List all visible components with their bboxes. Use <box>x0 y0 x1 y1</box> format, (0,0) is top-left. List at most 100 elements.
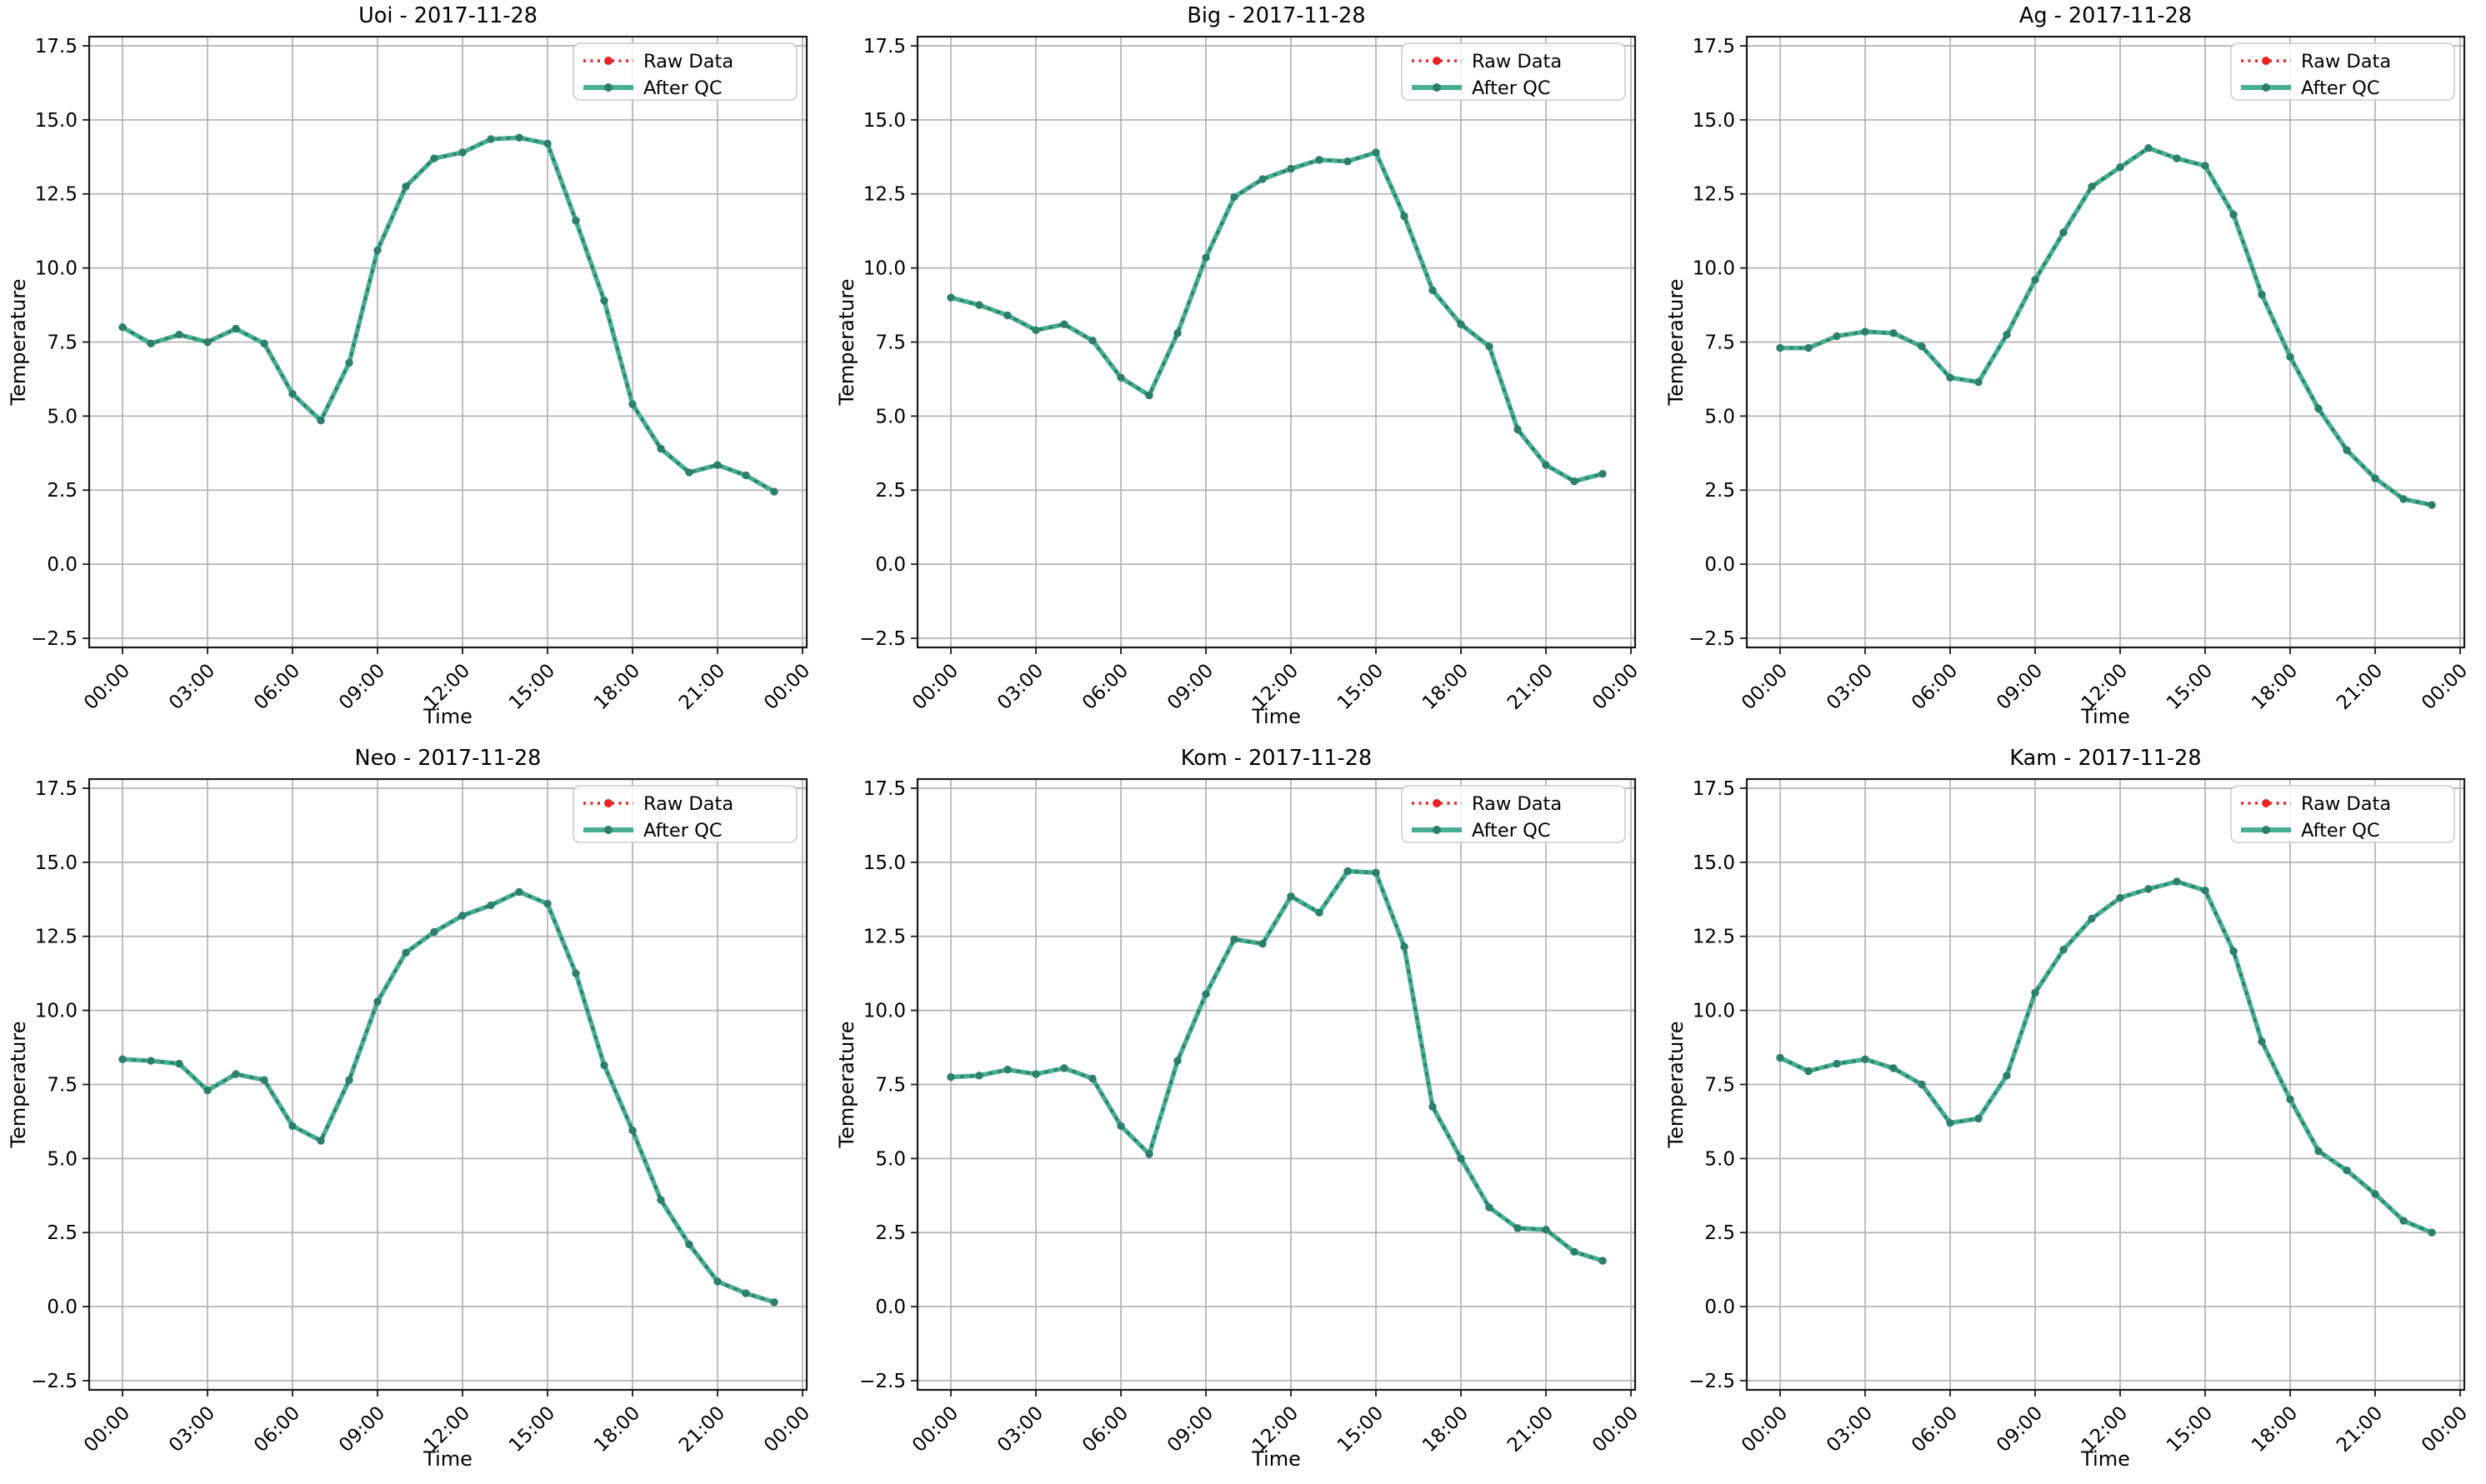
svg-text:−2.5: −2.5 <box>860 628 907 650</box>
svg-text:7.5: 7.5 <box>1704 332 1735 353</box>
after-qc-markers <box>118 887 778 1306</box>
tick-marks <box>82 45 803 654</box>
svg-text:Raw Data: Raw Data <box>643 793 733 815</box>
svg-text:2.5: 2.5 <box>876 1222 907 1244</box>
svg-text:10.0: 10.0 <box>1692 1000 1734 1022</box>
svg-text:15.0: 15.0 <box>35 852 78 873</box>
svg-text:−2.5: −2.5 <box>1688 628 1735 650</box>
legend-item-raw-data: Raw Data <box>1412 51 1562 72</box>
legend-item-raw-data: Raw Data <box>583 51 733 72</box>
legend-item-after-qc: After QC <box>2240 77 2380 99</box>
tick-marks <box>911 787 1633 1397</box>
legend: Raw Data After QC <box>2229 42 2455 101</box>
y-axis-label: Temperature <box>7 1021 30 1148</box>
svg-text:17.5: 17.5 <box>35 36 78 57</box>
chart-ag: 17.515.012.510.07.55.02.50.0−2.500:00 03:… <box>1657 0 2486 742</box>
after-qc-marker-icon <box>1433 83 1442 92</box>
chart-uoi: 17.515.012.510.07.55.02.50.0−2.500:00 03:… <box>0 0 829 742</box>
svg-text:10.0: 10.0 <box>35 258 78 280</box>
legend: Raw Data After QC <box>1401 42 1627 101</box>
after-qc-dotted-overlay <box>1778 879 2433 1234</box>
svg-text:After QC: After QC <box>643 820 723 842</box>
legend-item-raw-data: Raw Data <box>2240 51 2391 72</box>
svg-text:17.5: 17.5 <box>863 778 906 800</box>
legend-item-after-qc: After QC <box>1412 77 1551 99</box>
svg-text:After QC: After QC <box>2301 820 2380 842</box>
svg-text:7.5: 7.5 <box>47 332 78 353</box>
tick-marks <box>82 787 803 1397</box>
svg-text:10.0: 10.0 <box>863 1000 906 1022</box>
svg-text:15.0: 15.0 <box>35 110 78 132</box>
svg-text:After QC: After QC <box>2301 77 2380 99</box>
y-tick-labels: 17.5 15.0 12.5 10.0 7.5 5.0 2.5 0.0 −2.5 <box>860 778 907 1392</box>
legend-item-after-qc: After QC <box>2240 820 2380 842</box>
y-axis-label: Temperature <box>835 1021 858 1148</box>
after-qc-markers <box>1775 143 2436 509</box>
after-qc-markers <box>947 148 1608 486</box>
svg-text:2.5: 2.5 <box>47 480 78 502</box>
svg-text:7.5: 7.5 <box>876 1074 907 1096</box>
svg-text:0.0: 0.0 <box>1704 554 1735 576</box>
chart-big: 17.515.012.510.07.55.02.50.0−2.500:00 03:… <box>828 0 1658 742</box>
x-axis-label: Time <box>423 1447 473 1471</box>
raw-data-marker-icon <box>1433 798 1442 807</box>
svg-text:15.0: 15.0 <box>863 852 906 873</box>
svg-text:15.0: 15.0 <box>1692 110 1734 132</box>
after-qc-marker-icon <box>603 825 613 834</box>
subplot-big: 17.5 15.0 12.5 10.0 7.5 5.0 2.5 0.0 −2.5 00:00 03:… <box>828 0 1658 742</box>
after-qc-markers <box>118 133 778 496</box>
chart-title: Big - 2017-11-28 <box>1188 3 1366 28</box>
svg-text:10.0: 10.0 <box>1692 258 1734 280</box>
after-qc-markers <box>947 867 1608 1265</box>
svg-text:12.5: 12.5 <box>1692 184 1734 206</box>
svg-text:After QC: After QC <box>1472 77 1551 99</box>
svg-text:7.5: 7.5 <box>1704 1074 1735 1096</box>
svg-text:12.5: 12.5 <box>35 184 78 206</box>
svg-text:−2.5: −2.5 <box>860 1371 907 1392</box>
tick-marks <box>1739 45 2461 654</box>
after-qc-line <box>120 889 777 1305</box>
svg-text:0.0: 0.0 <box>47 554 78 576</box>
chart-title: Kam - 2017-11-28 <box>2009 746 2201 771</box>
after-qc-dotted-overlay <box>122 136 775 493</box>
svg-text:5.0: 5.0 <box>1704 1148 1735 1170</box>
svg-text:Raw Data: Raw Data <box>643 51 733 72</box>
after-qc-marker-icon <box>603 83 613 92</box>
y-axis-label: Temperature <box>1664 1021 1688 1148</box>
svg-text:17.5: 17.5 <box>1692 778 1734 800</box>
grid <box>1746 37 2464 647</box>
svg-text:5.0: 5.0 <box>876 1148 907 1170</box>
after-qc-line <box>1777 145 2434 507</box>
y-tick-labels: 17.5 15.0 12.5 10.0 7.5 5.0 2.5 0.0 −2.5 <box>1688 778 1735 1392</box>
chart-neo: 17.515.012.510.07.55.02.50.0−2.500:00 03:… <box>0 742 829 1484</box>
raw-data-marker-icon <box>603 57 613 65</box>
svg-text:After QC: After QC <box>643 77 723 99</box>
legend: Raw Data After QC <box>2229 784 2455 843</box>
after-qc-marker-icon <box>2261 83 2270 92</box>
chart-kom: 17.515.012.510.07.55.02.50.0−2.500:00 03:… <box>828 742 1658 1484</box>
svg-text:−2.5: −2.5 <box>31 1371 78 1392</box>
chart-background <box>0 0 829 742</box>
svg-text:7.5: 7.5 <box>47 1074 78 1096</box>
svg-text:2.5: 2.5 <box>47 1222 78 1244</box>
chart-title: Neo - 2017-11-28 <box>355 746 542 771</box>
raw-data-marker-icon <box>1433 57 1442 65</box>
legend-item-after-qc: After QC <box>583 820 723 842</box>
chart-background <box>0 742 829 1484</box>
grid <box>88 37 807 647</box>
svg-text:17.5: 17.5 <box>863 36 906 57</box>
legend-item-after-qc: After QC <box>1412 820 1551 842</box>
svg-text:12.5: 12.5 <box>863 184 906 206</box>
svg-text:0.0: 0.0 <box>47 1297 78 1318</box>
chart-kam: 17.515.012.510.07.55.02.50.0−2.500:00 03:… <box>1657 742 2486 1484</box>
after-qc-marker-icon <box>1433 825 1442 834</box>
svg-text:12.5: 12.5 <box>863 926 906 947</box>
legend: Raw Data After QC <box>573 784 798 843</box>
x-axis-label: Time <box>1251 705 1301 728</box>
svg-text:0.0: 0.0 <box>876 1297 907 1318</box>
y-axis-label: Temperature <box>1664 279 1688 407</box>
tick-marks <box>1739 787 2461 1397</box>
svg-text:2.5: 2.5 <box>1704 480 1735 502</box>
svg-text:5.0: 5.0 <box>1704 406 1735 427</box>
